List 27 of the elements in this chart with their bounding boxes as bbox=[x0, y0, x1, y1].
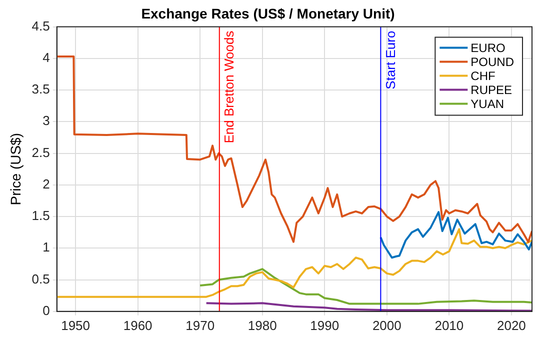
chart-title: Exchange Rates (US$ / Monetary Unit) bbox=[141, 5, 395, 22]
y-tick-label: 1.5 bbox=[32, 208, 50, 224]
x-tick-label: 1980 bbox=[248, 318, 277, 333]
y-tick-label: 2.5 bbox=[32, 144, 50, 160]
legend-label: EURO bbox=[470, 41, 506, 56]
y-tick-label: 4 bbox=[42, 50, 50, 65]
y-axis-title: Price (US$) bbox=[7, 132, 24, 206]
y-tick-label: 2 bbox=[42, 176, 50, 192]
y-tick-label: 4.5 bbox=[32, 18, 50, 34]
x-tick-label: 1950 bbox=[61, 318, 90, 333]
ref-line-label: End Bretton Woods bbox=[221, 30, 236, 144]
y-tick-label: 1 bbox=[42, 240, 50, 255]
x-tick-label: 1970 bbox=[186, 318, 215, 333]
y-tick-label: 3 bbox=[42, 113, 50, 128]
legend-label: RUPEE bbox=[470, 83, 512, 98]
y-tick-label: 0.5 bbox=[32, 271, 50, 286]
ref-line-label: Start Euro bbox=[382, 30, 398, 90]
x-tick-label: 2020 bbox=[496, 318, 526, 333]
x-tick-label: 2010 bbox=[434, 318, 464, 333]
y-tick-label: 0 bbox=[42, 302, 50, 318]
x-tick-label: 1990 bbox=[310, 318, 340, 333]
legend-label: POUND bbox=[470, 55, 514, 70]
legend-label: CHF bbox=[470, 69, 496, 84]
x-tick-label: 1960 bbox=[123, 318, 152, 333]
x-tick-label: 2000 bbox=[372, 318, 402, 333]
y-tick-label: 3.5 bbox=[32, 82, 50, 97]
legend-label: YUAN bbox=[470, 97, 504, 112]
